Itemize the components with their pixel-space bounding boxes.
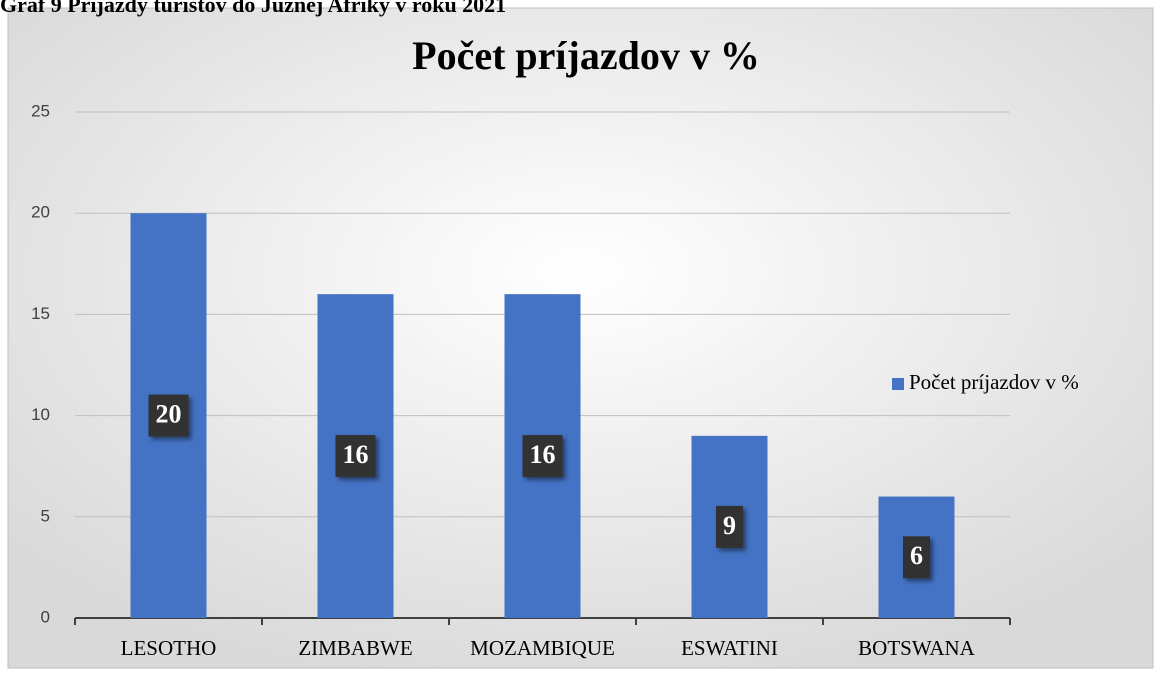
data-label-box [716, 505, 743, 548]
data-label-box [903, 536, 930, 579]
legend-label: Počet príjazdov v % [909, 370, 1079, 394]
data-label-text: 6 [910, 541, 923, 570]
data-label-text: 9 [723, 511, 736, 540]
x-tick-label: ESWATINI [681, 636, 778, 660]
legend-swatch [892, 378, 904, 390]
y-tick-label: 5 [41, 506, 50, 525]
y-tick-label: 10 [31, 405, 50, 424]
data-label: 16 [335, 435, 376, 478]
data-label-box [522, 435, 563, 478]
caption: Graf 9 Príjazdy turistov do Južnej Afrik… [0, 0, 506, 17]
chart-title: Počet príjazdov v % [412, 33, 760, 78]
data-label-text: 16 [343, 440, 369, 469]
data-label: 20 [148, 394, 189, 437]
y-tick-label: 0 [41, 607, 50, 626]
data-label-box [148, 394, 189, 437]
x-tick-label: ZIMBABWE [298, 636, 412, 660]
y-tick-label: 15 [31, 304, 50, 323]
data-label-text: 16 [530, 440, 556, 469]
data-label: 16 [522, 435, 563, 478]
data-label-text: 20 [156, 400, 182, 429]
x-tick-label: MOZAMBIQUE [470, 636, 615, 660]
x-tick-label: LESOTHO [121, 636, 217, 660]
y-tick-label: 25 [31, 101, 50, 120]
data-label: 9 [716, 505, 743, 548]
data-label: 6 [903, 536, 930, 579]
y-tick-label: 20 [31, 203, 50, 222]
data-label-box [335, 435, 376, 478]
x-tick-label: BOTSWANA [858, 636, 976, 660]
